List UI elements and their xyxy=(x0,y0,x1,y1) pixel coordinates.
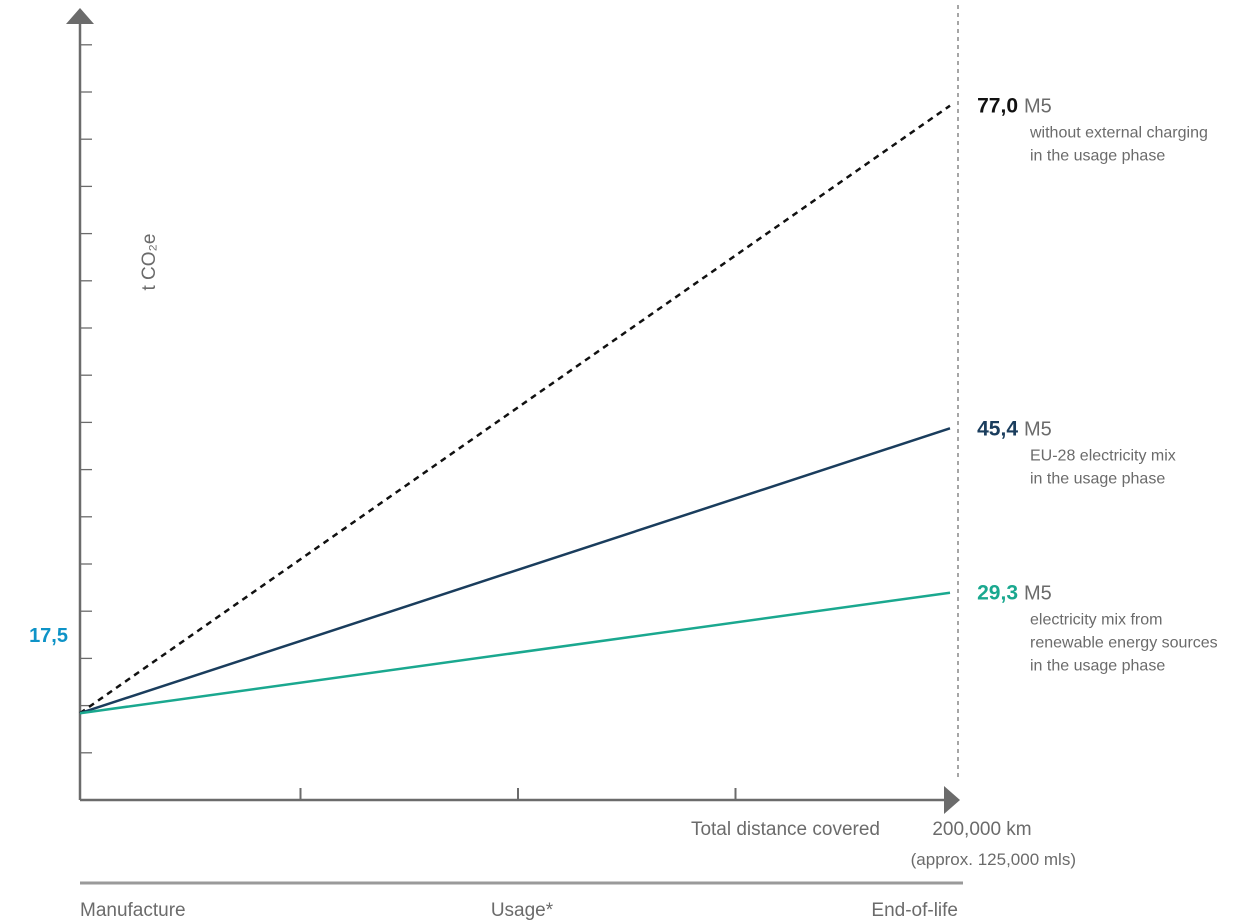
x-axis-label: Total distance covered xyxy=(691,819,880,840)
series-model-eu28: M5 xyxy=(1024,418,1052,440)
phase-end-of-life: End-of-life xyxy=(871,900,958,921)
end-value-renewable: 29,3 xyxy=(977,582,1018,605)
series-desc-no-charging: without external charging xyxy=(1029,125,1208,142)
series-line-renewable xyxy=(79,591,951,715)
series-line-no-charging xyxy=(79,104,951,715)
series-desc-renewable: in the usage phase xyxy=(1030,658,1165,675)
series-model-renewable: M5 xyxy=(1024,583,1052,605)
series-desc-renewable: renewable energy sources xyxy=(1030,635,1218,652)
series-model-no-charging: M5 xyxy=(1024,96,1052,118)
x-axis-arrow xyxy=(944,786,960,814)
series-desc-renewable: electricity mix from xyxy=(1030,612,1162,629)
end-value-no-charging: 77,0 xyxy=(977,95,1018,118)
series-desc-no-charging: in the usage phase xyxy=(1030,148,1165,165)
y-axis-label: t CO₂e xyxy=(139,234,160,291)
y-axis-arrow xyxy=(66,8,94,24)
series-lines xyxy=(79,104,951,715)
series-line-eu28 xyxy=(79,427,951,715)
series-desc-eu28: EU-28 electricity mix xyxy=(1030,447,1176,464)
end-value-eu28: 45,4 xyxy=(977,417,1018,440)
x-ticks xyxy=(299,788,737,800)
x-axis-end-label: 200,000 km xyxy=(932,819,1031,840)
phase-manufacture: Manufacture xyxy=(80,900,186,921)
phase-usage: Usage* xyxy=(491,900,554,921)
y-ticks xyxy=(80,44,92,754)
end-labels: 77,0 M5 without external charging in the us… xyxy=(977,95,1218,675)
series-desc-eu28: in the usage phase xyxy=(1030,470,1165,487)
x-axis-end-sublabel: (approx. 125,000 mls) xyxy=(911,850,1076,869)
start-value-label: 17,5 xyxy=(29,625,68,647)
